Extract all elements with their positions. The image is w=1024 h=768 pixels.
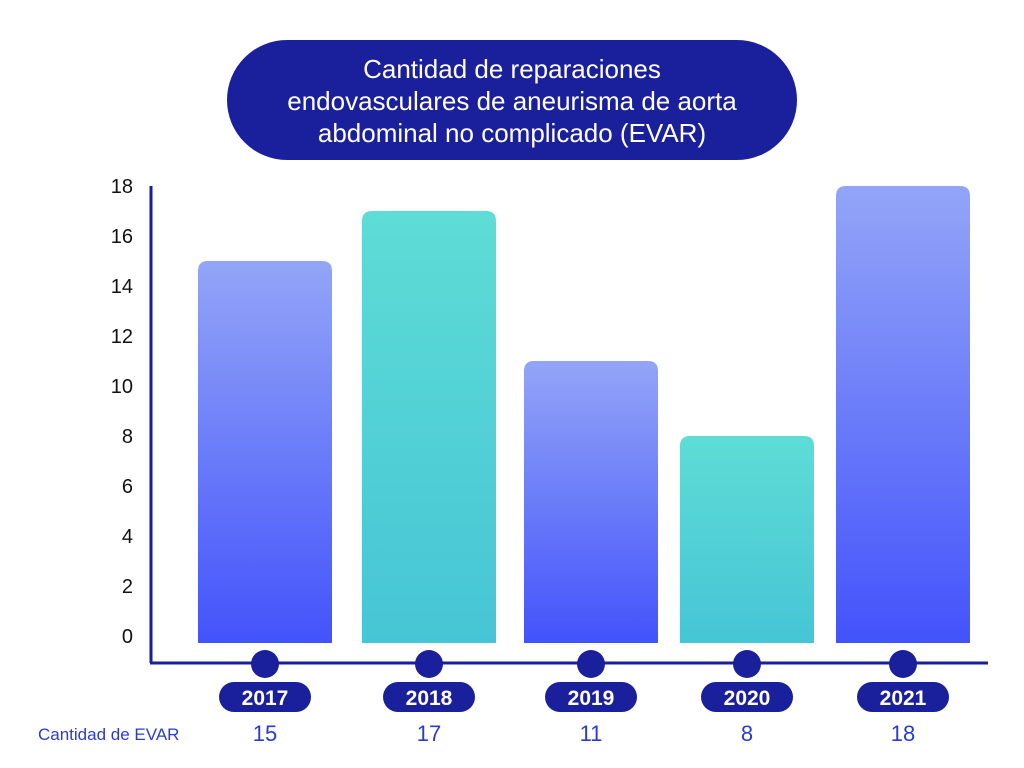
bar-2017 [198, 261, 332, 643]
year-pill-2020 [701, 682, 793, 712]
y-tick-label: 18 [111, 176, 133, 198]
axis-dot-2017 [251, 650, 279, 678]
y-tick-label: 6 [122, 476, 133, 498]
value-label-2018: 17 [417, 721, 441, 746]
axis-dot-2018 [415, 650, 443, 678]
title-pill [227, 40, 797, 160]
year-pill-2018 [383, 682, 475, 712]
year-label-2017: 2017 [242, 687, 289, 710]
y-tick-label: 14 [111, 276, 133, 298]
axis-dot-2020 [733, 650, 761, 678]
y-tick-label: 12 [111, 326, 133, 348]
year-pill-2021 [857, 682, 949, 712]
title-line-2: endovasculares de aneurisma de aorta [287, 86, 737, 116]
year-label-2021: 2021 [880, 687, 927, 710]
bar-2021 [836, 186, 970, 643]
y-axis-ticks: 0 2 4 6 8 10 12 14 16 18 [111, 176, 133, 648]
axis-dot-2019 [577, 650, 605, 678]
value-labels: 15 17 11 8 18 [253, 721, 915, 746]
bar-2020 [680, 436, 814, 643]
y-tick-label: 10 [111, 376, 133, 398]
y-tick-label: 2 [122, 576, 133, 598]
bar-2019 [524, 361, 658, 643]
bars [198, 186, 970, 643]
year-label-2019: 2019 [568, 687, 615, 710]
x-axis-markers: 2017 2018 2019 2020 2021 [219, 650, 949, 712]
chart-title: Cantidad de reparaciones endovasculares … [227, 40, 797, 160]
year-pill-2017 [219, 682, 311, 712]
value-label-2017: 15 [253, 721, 277, 746]
y-tick-label: 8 [122, 426, 133, 448]
y-tick-label: 16 [111, 226, 133, 248]
value-label-2019: 11 [580, 721, 603, 746]
row-label: Cantidad de EVAR [38, 725, 179, 744]
year-pill-2019 [545, 682, 637, 712]
year-label-2018: 2018 [406, 687, 453, 710]
title-line-1: Cantidad de reparaciones [363, 54, 661, 84]
axis-dot-2021 [889, 650, 917, 678]
year-label-2020: 2020 [724, 687, 771, 710]
y-tick-label: 4 [122, 526, 133, 548]
value-label-2020: 8 [741, 721, 753, 746]
title-line-3: abdominal no complicado (EVAR) [318, 118, 706, 148]
value-label-2021: 18 [891, 721, 915, 746]
y-tick-label: 0 [122, 626, 133, 648]
bar-2018 [362, 211, 496, 643]
